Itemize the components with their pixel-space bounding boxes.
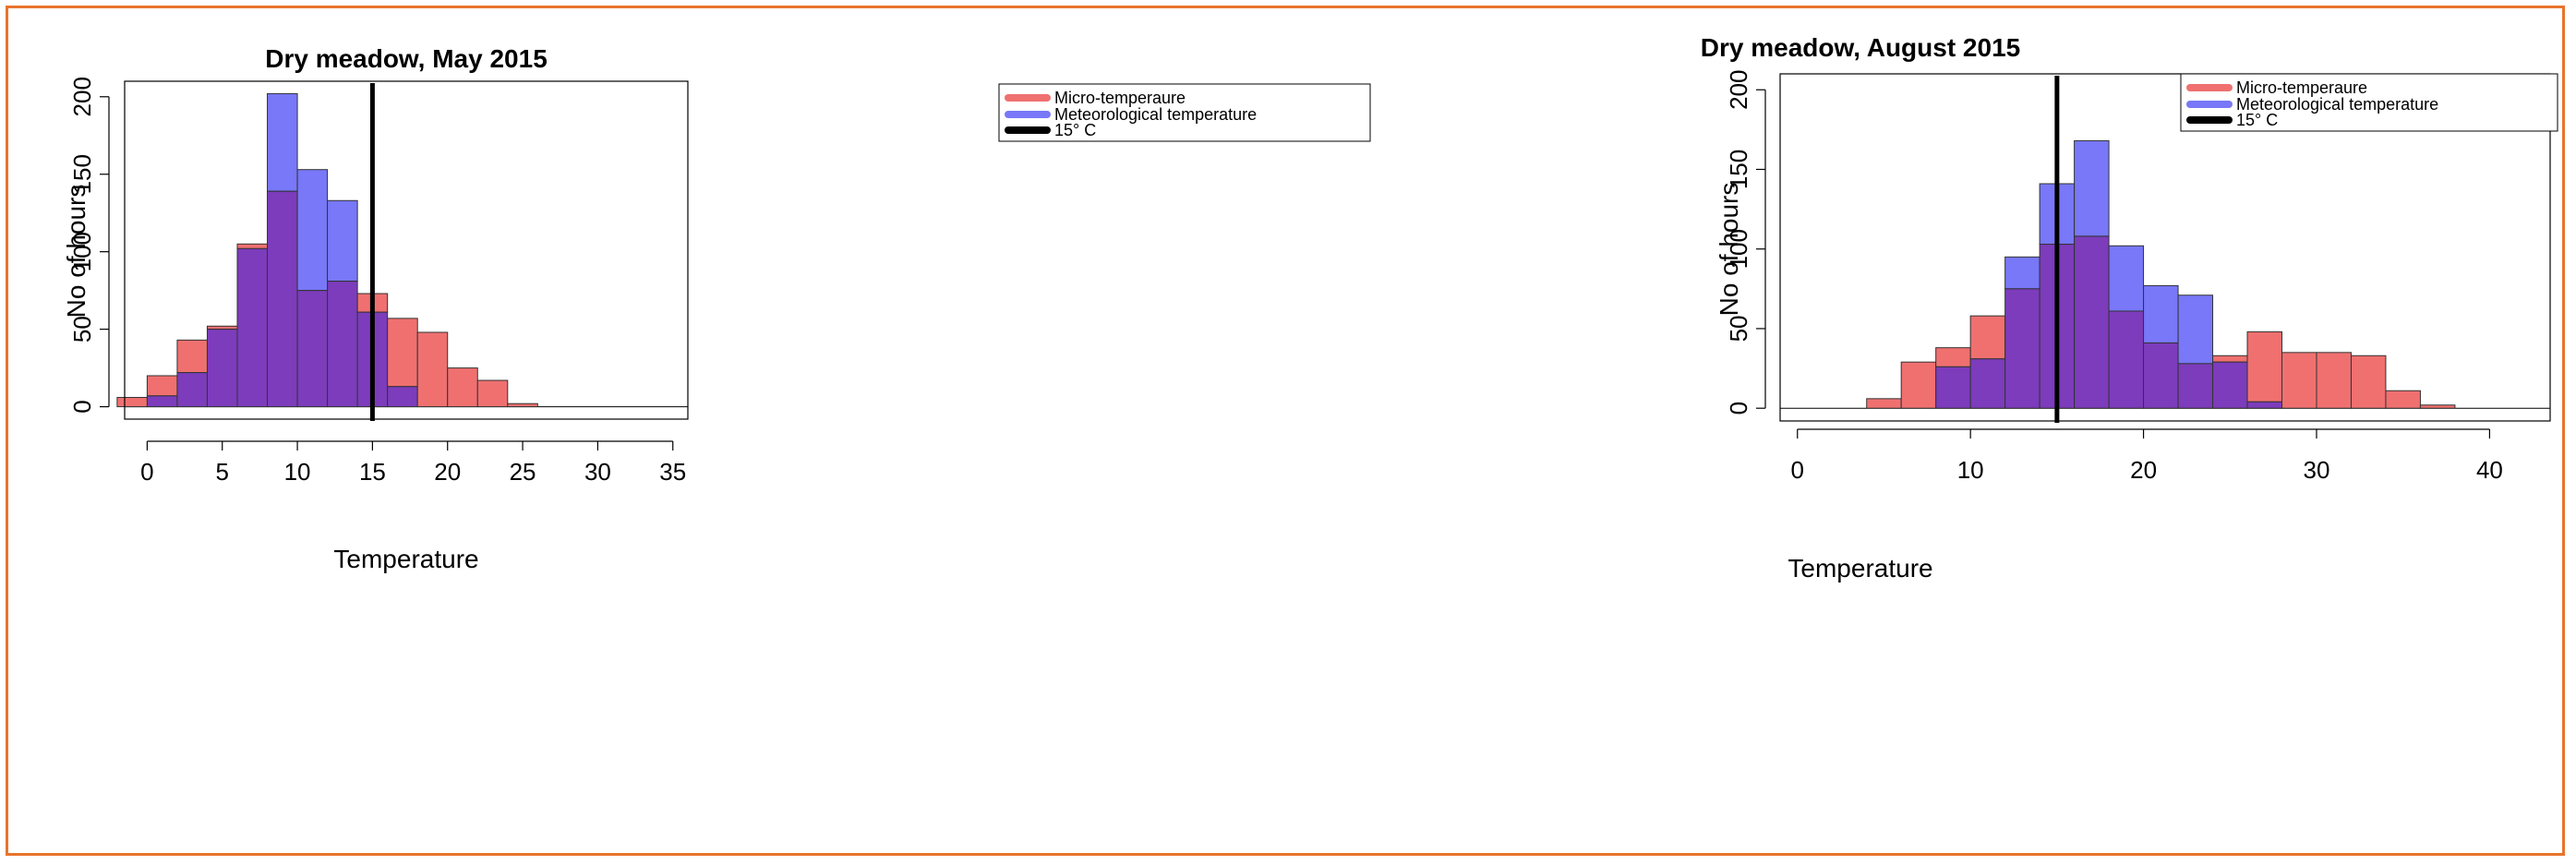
y-tick-label: 100 (68, 232, 96, 271)
bar-overlap (2213, 362, 2247, 408)
bar-micro-temperature (2213, 355, 2247, 362)
y-tick-label: 200 (1725, 70, 1752, 110)
bar-overlap (2178, 364, 2212, 408)
bar-overlap (1970, 359, 2004, 408)
bar-micro-temperature (2247, 331, 2281, 402)
x-tick-label: 30 (584, 458, 611, 486)
x-tick-label: 5 (215, 458, 228, 486)
chart-august: Dry meadow, August 2015 Temperature No o… (1701, 33, 2558, 583)
bar-micro-temperature (147, 376, 177, 396)
x-tick-label: 0 (1791, 456, 1804, 484)
bar-micro-temperature (1936, 348, 1970, 367)
bar-micro-temperature (177, 340, 208, 372)
bar-meteorological-temperature (297, 170, 328, 291)
bar-meteorological-temperature (2109, 246, 2143, 311)
x-axis-label: Temperature (1788, 554, 1932, 583)
bar-overlap (1936, 366, 1970, 408)
bar-micro-temperature (207, 326, 237, 329)
bar-overlap (177, 373, 208, 407)
legend-entry-threshold: 15° C (2236, 111, 2278, 129)
bar-micro-temperature (388, 318, 418, 387)
legend-entry-micro: Micro-temperaure (1054, 89, 1186, 107)
bar-micro-temperature (1867, 399, 1901, 408)
bar-micro-temperature (117, 397, 148, 406)
bar-meteorological-temperature (2005, 257, 2040, 288)
y-tick-label: 150 (68, 154, 96, 194)
y-tick-label: 100 (1725, 229, 1752, 269)
bar-overlap (268, 191, 298, 406)
bar-overlap (147, 396, 177, 407)
bar-micro-temperature (1901, 362, 1935, 408)
x-tick-label: 20 (2130, 456, 2157, 484)
bar-micro-temperature (417, 332, 448, 407)
chart-title: Dry meadow, August 2015 (1701, 33, 2020, 62)
bar-meteorological-temperature (328, 200, 358, 281)
y-tick-label: 0 (68, 400, 96, 413)
bar-micro-temperature (2351, 355, 2385, 408)
axes-layer: 0 5 10 15 20 25 30 35 0 50 100 150 200 (68, 77, 688, 486)
bar-meteorological-temperature (2178, 295, 2212, 364)
bar-micro-temperature (448, 368, 478, 407)
bar-meteorological-temperature (2075, 140, 2109, 235)
bar-meteorological-temperature (268, 93, 298, 191)
x-tick-label: 35 (659, 458, 686, 486)
y-tick-label: 50 (1725, 316, 1752, 342)
bar-micro-temperature (2386, 390, 2420, 408)
bar-overlap (207, 330, 237, 407)
bar-overlap (2144, 342, 2178, 408)
chart-may: Dry meadow, May 2015 Temperature No of h… (62, 44, 1370, 573)
bar-meteorological-temperature (2144, 285, 2178, 342)
chart-title: Dry meadow, May 2015 (265, 44, 548, 73)
legend: Micro-temperaure Meteorological temperat… (2181, 74, 2558, 131)
legend: Micro-temperaure Meteorological temperat… (999, 84, 1370, 141)
bar-micro-temperature (1970, 316, 2004, 359)
bar-overlap (2075, 236, 2109, 408)
x-tick-label: 20 (434, 458, 461, 486)
x-tick-label: 15 (359, 458, 386, 486)
bar-overlap (2247, 402, 2281, 408)
bars-layer (117, 83, 688, 421)
y-tick-label: 0 (1725, 402, 1752, 414)
bar-overlap (388, 387, 418, 407)
bar-micro-temperature (2317, 353, 2351, 408)
x-tick-label: 10 (284, 458, 311, 486)
legend-entry-threshold: 15° C (1054, 121, 1096, 139)
bar-overlap (2109, 311, 2143, 408)
x-tick-label: 10 (1957, 456, 1984, 484)
x-tick-label: 0 (140, 458, 153, 486)
bar-overlap (237, 248, 268, 406)
y-tick-label: 150 (1725, 150, 1752, 189)
legend-entry-micro: Micro-temperaure (2236, 78, 2367, 97)
bar-micro-temperature (508, 403, 538, 406)
bar-overlap (328, 282, 358, 407)
x-tick-label: 25 (510, 458, 536, 486)
x-axis-label: Temperature (333, 545, 478, 573)
bar-micro-temperature (2282, 353, 2317, 408)
x-tick-label: 30 (2304, 456, 2330, 484)
y-tick-label: 50 (68, 316, 96, 342)
x-tick-label: 40 (2476, 456, 2503, 484)
bar-micro-temperature (2420, 405, 2454, 408)
y-tick-label: 200 (68, 77, 96, 116)
bar-overlap (2005, 289, 2040, 408)
bar-micro-temperature (477, 380, 508, 407)
bar-overlap (297, 291, 328, 407)
bar-micro-temperature (237, 244, 268, 248)
